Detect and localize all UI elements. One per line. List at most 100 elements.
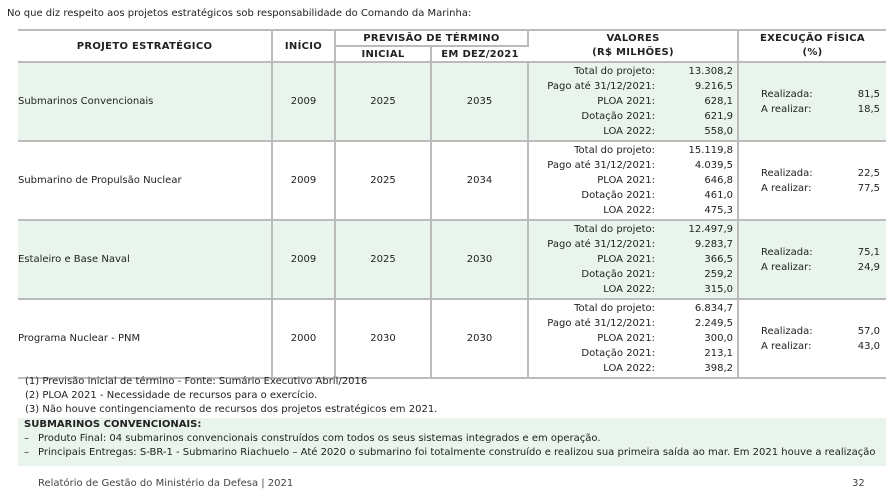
value-amount: 13.308,2 [688, 66, 734, 77]
value-label: Pago até 31/12/2021: [547, 81, 656, 92]
summary-box: SUBMARINOS CONVENCIONAIS: – Produto Final… [18, 418, 886, 466]
value-label: Pago até 31/12/2021: [547, 160, 656, 171]
project-row: Estaleiro e Base Naval 2009 2025 2030 Total … [18, 220, 887, 300]
exec-label: Realizada: [761, 88, 813, 100]
intro-text: No que diz respeito aos projetos estraté… [7, 8, 472, 19]
exec-label: A realizar: [761, 182, 812, 194]
value-label: LOA 2022: [603, 126, 656, 137]
project-end-initial: 2025 [335, 141, 432, 221]
exec-label: Realizada: [761, 325, 813, 337]
project-end-dec: 2030 [431, 299, 530, 379]
project-values: Total do projeto: 15.119,8 Pago até 31/12/… [528, 141, 740, 221]
projects-table: PROJETO ESTRATÉGICO INÍCIO PREVISÃO DE T… [18, 29, 887, 379]
project-row: Submarinos Convencionais 2009 2025 2035 Tota… [18, 62, 887, 142]
value-amount: 213,1 [704, 348, 734, 359]
exec-label: A realizar: [761, 340, 812, 352]
project-row: Programa Nuclear - PNM 2000 2030 2030 Total … [18, 299, 887, 379]
value-amount: 558,0 [704, 126, 734, 137]
value-amount: 9.216,5 [694, 81, 734, 92]
header-exec: EXECUÇÃO FÍSICA (%) [738, 29, 887, 63]
exec-percent: 75,1 [857, 246, 881, 258]
header-end-initial: INICIAL [335, 45, 432, 63]
bullet-dash: – [24, 447, 29, 458]
exec-percent: 24,9 [857, 261, 881, 273]
project-values: Total do projeto: 12.497,9 Pago até 31/12/… [528, 220, 740, 300]
value-amount: 621,9 [704, 111, 734, 122]
exec-percent: 18,5 [857, 103, 881, 115]
summary-item: – Produto Final: 04 submarinos convencion… [18, 432, 886, 446]
value-label: Dotação 2021: [581, 348, 656, 359]
footnote: (2) PLOA 2021 - Necessidade de recursos … [25, 390, 318, 401]
value-label: Dotação 2021: [581, 269, 656, 280]
value-label: LOA 2022: [603, 205, 656, 216]
header-exec-title: EXECUÇÃO FÍSICA [760, 33, 865, 44]
project-exec: Realizada: 22,5 A realizar: 77,5 [738, 141, 887, 221]
exec-percent: 43,0 [857, 340, 881, 352]
project-end-dec: 2030 [431, 220, 530, 300]
summary-item: – Principais Entregas: S-BR-1 - Submarino… [18, 446, 886, 460]
value-amount: 300,0 [704, 333, 734, 344]
project-start: 2009 [272, 220, 336, 300]
value-amount: 4.039,5 [694, 160, 734, 171]
project-end-initial: 2025 [335, 62, 432, 142]
value-amount: 259,2 [704, 269, 734, 280]
header-end-group: PREVISÃO DE TÉRMINO [335, 29, 530, 47]
exec-percent: 77,5 [857, 182, 881, 194]
value-amount: 15.119,8 [688, 145, 734, 156]
project-start: 2009 [272, 141, 336, 221]
header-start: INÍCIO [272, 29, 336, 63]
header-values-title: VALORES [606, 33, 660, 44]
value-label: LOA 2022: [603, 284, 656, 295]
header-values-unit: (R$ MILHÕES) [592, 47, 674, 58]
exec-label: A realizar: [761, 103, 812, 115]
bullet-dash: – [24, 433, 29, 444]
value-label: Total do projeto: [574, 145, 656, 156]
value-amount: 628,1 [704, 96, 734, 107]
project-end-dec: 2035 [431, 62, 530, 142]
value-label: Dotação 2021: [581, 190, 656, 201]
value-amount: 475,3 [704, 205, 734, 216]
value-label: Dotação 2021: [581, 111, 656, 122]
value-label: PLOA 2021: [597, 175, 656, 186]
project-values: Total do projeto: 6.834,7 Pago até 31/12/2… [528, 299, 740, 379]
project-name: Submarino de Propulsão Nuclear [18, 141, 273, 221]
exec-label: Realizada: [761, 246, 813, 258]
value-label: Total do projeto: [574, 303, 656, 314]
summary-title: SUBMARINOS CONVENCIONAIS: [24, 419, 202, 430]
footer-text: Relatório de Gestão do Ministério da Def… [38, 478, 294, 489]
value-amount: 366,5 [704, 254, 734, 265]
project-values: Total do projeto: 13.308,2 Pago até 31/12/… [528, 62, 740, 142]
value-label: Total do projeto: [574, 224, 656, 235]
value-amount: 646,8 [704, 175, 734, 186]
exec-label: Realizada: [761, 167, 813, 179]
value-label: Pago até 31/12/2021: [547, 318, 656, 329]
project-end-dec: 2034 [431, 141, 530, 221]
header-exec-unit: (%) [802, 47, 823, 58]
exec-percent: 81,5 [857, 88, 881, 100]
value-label: Total do projeto: [574, 66, 656, 77]
project-name: Submarinos Convencionais [18, 62, 273, 142]
value-amount: 2.249,5 [694, 318, 734, 329]
project-name: Programa Nuclear - PNM [18, 299, 273, 379]
exec-percent: 57,0 [857, 325, 881, 337]
value-amount: 461,0 [704, 190, 734, 201]
footnote: (1) Previsão inicial de término - Fonte:… [25, 376, 368, 387]
header-end-dec: EM DEZ/2021 [431, 45, 529, 63]
value-label: PLOA 2021: [597, 333, 656, 344]
footnote: (3) Não houve contingenciamento de recur… [25, 404, 438, 415]
value-amount: 315,0 [704, 284, 734, 295]
value-amount: 6.834,7 [694, 303, 734, 314]
project-end-initial: 2030 [335, 299, 432, 379]
project-start: 2000 [272, 299, 336, 379]
value-amount: 9.283,7 [694, 239, 734, 250]
project-name: Estaleiro e Base Naval [18, 220, 273, 300]
exec-label: A realizar: [761, 261, 812, 273]
project-exec: Realizada: 57,0 A realizar: 43,0 [738, 299, 887, 379]
value-label: PLOA 2021: [597, 96, 656, 107]
page-number: 32 [852, 478, 865, 489]
summary-item-text: Produto Final: 04 submarinos convenciona… [38, 433, 601, 444]
project-exec: Realizada: 81,5 A realizar: 18,5 [738, 62, 887, 142]
header-project: PROJETO ESTRATÉGICO [18, 29, 273, 63]
header-values: VALORES (R$ MILHÕES) [528, 29, 740, 63]
value-label: PLOA 2021: [597, 254, 656, 265]
